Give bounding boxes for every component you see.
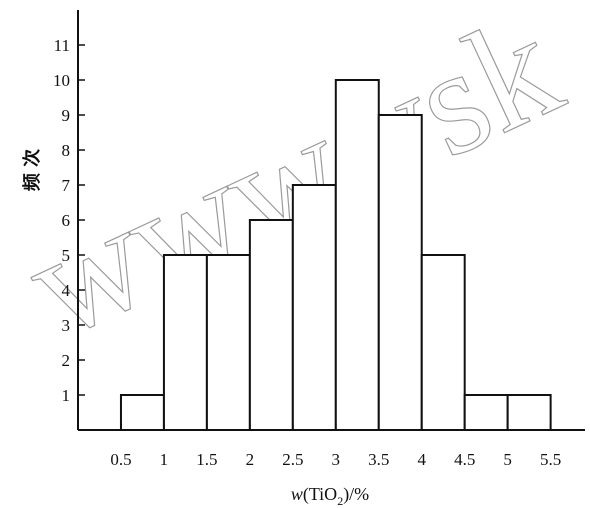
x-tick-label: 5 bbox=[503, 450, 512, 469]
histogram-bar-2 bbox=[205, 254, 251, 431]
histogram-bar-0 bbox=[119, 394, 165, 431]
x-tick-label: 4.5 bbox=[454, 450, 475, 469]
x-tick-label: 1 bbox=[160, 450, 169, 469]
x-tick-label: 2.5 bbox=[282, 450, 303, 469]
x-tick-label: 3 bbox=[332, 450, 341, 469]
y-ticks-group: 1 2 3 4 5 6 7 8 9 10 11 bbox=[53, 36, 85, 405]
histogram-bar-3 bbox=[248, 219, 294, 431]
histogram-bar-9 bbox=[506, 394, 552, 431]
y-tick-label: 2 bbox=[62, 351, 71, 370]
histogram-bar-1 bbox=[162, 254, 208, 431]
x-tick-label: 1.5 bbox=[196, 450, 217, 469]
y-tick-label: 3 bbox=[62, 316, 71, 335]
y-tick-label: 4 bbox=[62, 281, 71, 300]
y-tick-label: 7 bbox=[62, 176, 71, 195]
y-tick-label: 8 bbox=[62, 141, 71, 160]
x-tick-label: 0.5 bbox=[110, 450, 131, 469]
histogram-bar-8 bbox=[463, 394, 509, 431]
y-tick-label: 5 bbox=[62, 246, 71, 265]
y-tick-label: 1 bbox=[62, 386, 71, 405]
x-tick-label: 3.5 bbox=[368, 450, 389, 469]
y-tick-label: 9 bbox=[62, 106, 71, 125]
y-tick-label: 11 bbox=[54, 36, 70, 55]
x-tick-label: 2 bbox=[246, 450, 255, 469]
y-tick-label: 10 bbox=[53, 71, 70, 90]
x-axis-title: w(TiO2)/% bbox=[291, 484, 369, 508]
x-tick-label: 5.5 bbox=[540, 450, 561, 469]
y-axis-title: 频 次 bbox=[21, 149, 43, 191]
histogram-bar-7 bbox=[420, 254, 466, 431]
y-tick-label: 6 bbox=[62, 211, 71, 230]
histogram-bar-6 bbox=[377, 114, 423, 431]
histogram-bar-4 bbox=[291, 184, 337, 431]
histogram-bar-5 bbox=[334, 79, 380, 431]
x-tick-label: 4 bbox=[417, 450, 426, 469]
x-ticks-group: 0.5 1 1.5 2 2.5 3 3.5 4 4.5 5 5.5 bbox=[110, 424, 561, 469]
bars-group bbox=[119, 79, 552, 431]
